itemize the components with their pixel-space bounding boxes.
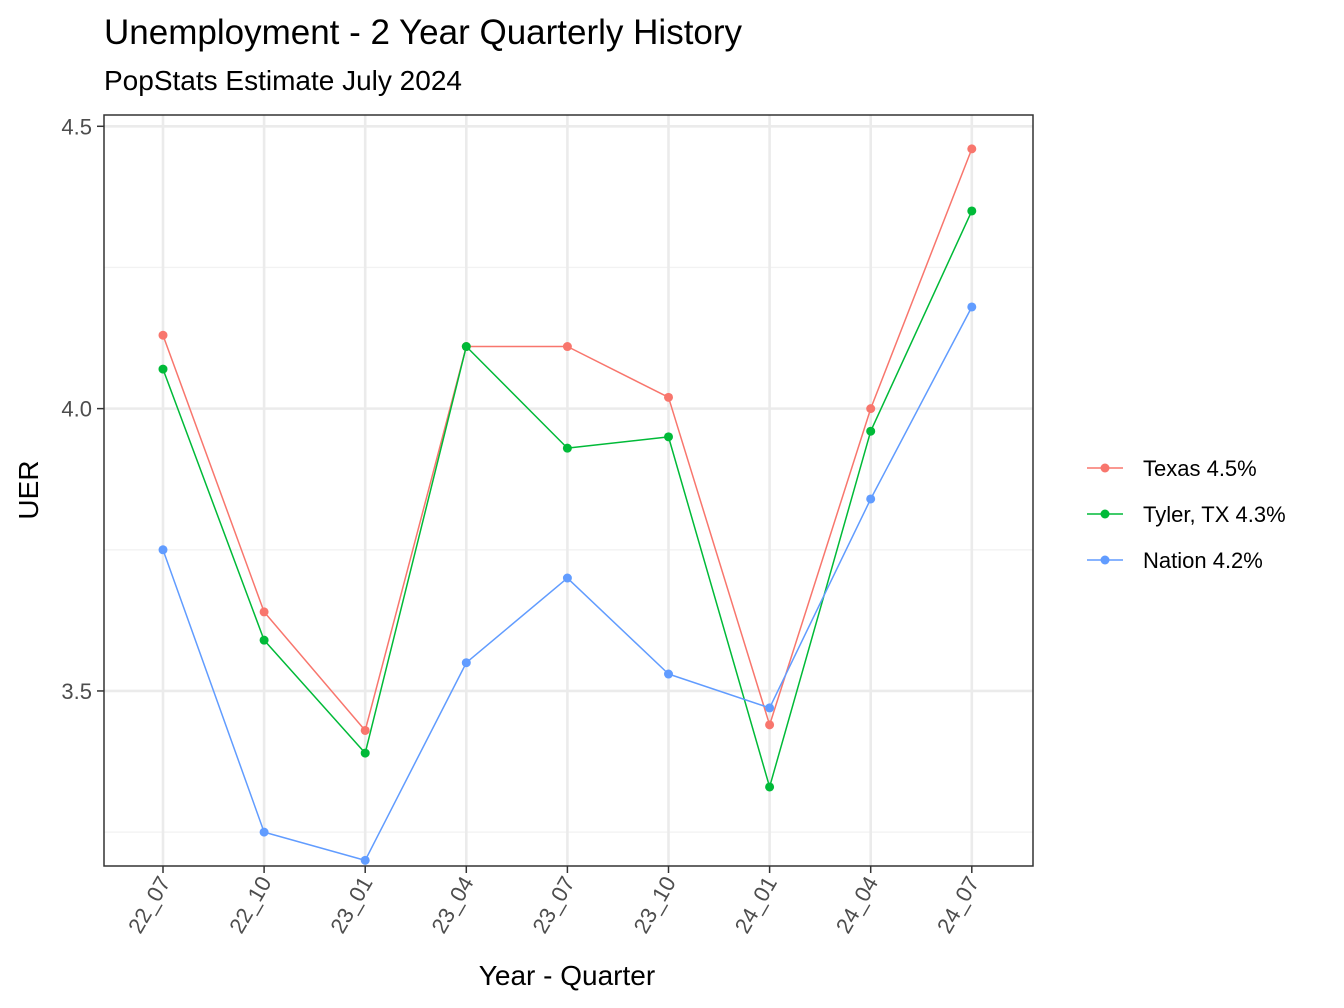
data-point (866, 494, 876, 504)
y-axis: 3.5 4.0 4.5 (61, 114, 104, 704)
legend-key-point (1100, 463, 1110, 473)
data-point (765, 782, 775, 792)
data-point (360, 725, 370, 735)
data-point (664, 392, 673, 402)
data-point (664, 669, 673, 679)
legend: Texas 4.5% Tyler, TX 4.3% Nation 4.2% (1087, 456, 1286, 573)
data-point (259, 635, 269, 645)
x-tick-label: 22_10 (224, 872, 276, 937)
legend-key-point (1100, 555, 1110, 565)
legend-label: Nation 4.2% (1143, 548, 1263, 573)
grid-major (104, 115, 1033, 866)
legend-key-point (1100, 509, 1110, 519)
data-point (562, 573, 572, 583)
plot-panel-border (103, 114, 1034, 867)
data-point (967, 144, 977, 154)
data-point (562, 342, 572, 352)
x-tick-label: 24_07 (932, 872, 984, 937)
data-point (259, 607, 269, 617)
series-layer (158, 144, 977, 865)
data-point (360, 855, 370, 865)
y-tick-label: 4.0 (61, 397, 92, 422)
x-tick-label: 23_01 (325, 872, 377, 937)
x-axis-title: Year - Quarter (479, 960, 655, 991)
x-tick-label: 24_04 (831, 872, 883, 937)
x-axis: 22_07 22_10 23_01 23_04 23_07 23_10 24_01 24_04… (123, 866, 984, 937)
data-point (360, 748, 370, 758)
x-tick-label: 23_10 (629, 872, 681, 937)
y-axis-title: UER (13, 460, 44, 519)
data-point (461, 342, 471, 352)
data-point (664, 432, 673, 442)
data-point (158, 330, 168, 340)
legend-label: Tyler, TX 4.3% (1143, 502, 1286, 527)
x-tick-label: 24_01 (730, 872, 782, 937)
data-point (866, 404, 876, 414)
chart-subtitle: PopStats Estimate July 2024 (104, 65, 462, 96)
data-point (259, 827, 269, 837)
y-tick-label: 4.5 (61, 114, 92, 139)
x-tick-label: 22_07 (123, 872, 175, 937)
data-point (765, 703, 775, 713)
data-point (158, 364, 168, 374)
data-point (158, 545, 168, 555)
data-point (562, 443, 572, 453)
y-tick-label: 3.5 (61, 679, 92, 704)
x-tick-label: 23_04 (426, 872, 478, 937)
legend-label: Texas 4.5% (1143, 456, 1257, 481)
data-point (967, 206, 977, 216)
chart-title: Unemployment - 2 Year Quarterly History (104, 13, 743, 52)
data-point (765, 720, 775, 730)
data-point (866, 426, 876, 436)
data-point (461, 658, 471, 668)
x-tick-label: 23_07 (527, 872, 579, 937)
data-point (967, 302, 977, 312)
